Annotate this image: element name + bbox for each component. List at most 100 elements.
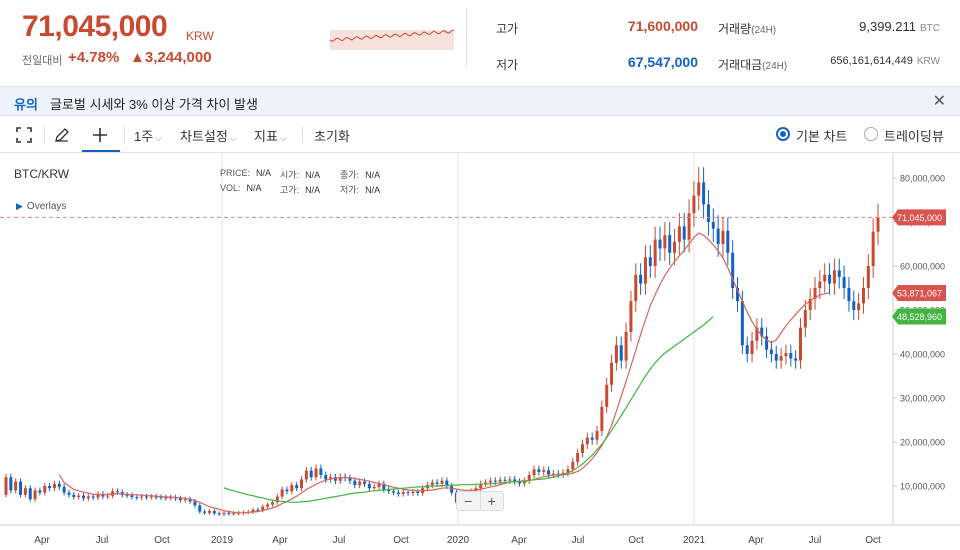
sparkline — [330, 29, 454, 50]
amount-label-text: 거래대금 — [718, 58, 763, 72]
candle-body — [217, 513, 221, 515]
candle-body — [769, 349, 773, 354]
indicators-menu[interactable]: 지표 ⌵ — [254, 126, 287, 145]
candle-body — [256, 509, 260, 511]
candle-body — [212, 511, 216, 514]
candle-body — [232, 513, 236, 515]
candle-body — [169, 497, 173, 499]
candle-body — [634, 274, 638, 302]
candle-body — [852, 301, 856, 310]
candle-body — [755, 327, 759, 341]
candle-body — [144, 496, 148, 498]
ma-slow-tag: 48,528,960 — [897, 312, 942, 322]
reset-button[interactable]: 초기화 — [314, 129, 350, 144]
zoom-controls: − + — [456, 491, 504, 511]
chart-toolbar: 1주 ⌵ 차트설정 ⌵ 지표 ⌵ 초기화 기본 차트 트레이딩뷰 — [0, 117, 960, 153]
tradingview-radio[interactable] — [864, 127, 878, 141]
pencil-icon[interactable] — [52, 125, 72, 145]
toolbar-divider — [302, 127, 303, 143]
info-open: 시가: N/A — [280, 168, 320, 181]
change-amount: ▲3,244,000 — [130, 49, 212, 66]
candle-body — [19, 481, 23, 495]
current-price-tag-bg — [892, 209, 946, 226]
candle-body — [304, 470, 308, 480]
x-tick-label: 2021 — [683, 535, 706, 546]
basic-chart-label[interactable]: 기본 차트 — [796, 129, 848, 144]
chart-canvas[interactable]: 10,000,000 20,000,000 30,000,000 40,000,000… — [0, 153, 960, 550]
candle-body — [164, 497, 168, 499]
candle-body — [203, 511, 207, 513]
candle-body — [193, 501, 197, 506]
candle-body — [784, 353, 788, 357]
candle-body — [503, 479, 507, 481]
zoom-out-button[interactable]: − — [464, 493, 473, 509]
candle-body — [106, 495, 110, 497]
interval-select[interactable]: 1주 ⌵ — [134, 126, 162, 145]
overlays-label: Overlays — [26, 201, 67, 212]
close-icon[interactable]: ✕ — [932, 93, 946, 110]
info-vol: VOL: N/A — [220, 183, 262, 193]
indicators-label: 지표 — [254, 129, 278, 144]
candle-body — [38, 490, 42, 493]
candle-body — [300, 479, 304, 489]
volume-number: 9,399.211 — [859, 19, 916, 34]
candle-body — [430, 482, 434, 486]
candle-body — [513, 479, 517, 482]
fullscreen-icon[interactable] — [14, 125, 34, 145]
candle-body — [658, 239, 662, 249]
x-tick-label: Oct — [628, 535, 644, 546]
ma-slow-line — [223, 316, 714, 503]
volume-label: 거래량(24H) — [718, 20, 776, 37]
candle-body — [813, 288, 817, 299]
x-tick-label: 2019 — [211, 535, 234, 546]
candle-body — [702, 182, 706, 205]
candle-body — [663, 235, 667, 249]
candle-body — [9, 477, 13, 491]
candle-body — [382, 483, 386, 490]
candle-body — [765, 336, 769, 350]
candle-body — [576, 453, 580, 462]
volume-value: 9,399.211 BTC — [790, 19, 940, 34]
x-tick-label: Apr — [511, 535, 527, 546]
x-tick-label: Jul — [809, 535, 822, 546]
candle-body — [798, 327, 802, 361]
x-tick-label: Jul — [96, 535, 109, 546]
amount-label: 거래대금(24H) — [718, 56, 787, 73]
candle-body — [154, 496, 158, 498]
price-chart[interactable]: 10,000,000 20,000,000 30,000,000 40,000,000… — [0, 153, 960, 550]
basic-chart-radio[interactable] — [776, 127, 790, 141]
candle-body — [140, 496, 144, 498]
candle-body — [871, 231, 875, 266]
candle-body — [28, 488, 32, 500]
candle-body — [285, 489, 289, 492]
candle-body — [43, 486, 47, 493]
candle-body — [183, 499, 187, 501]
candle-body — [62, 486, 66, 493]
chart-settings-menu[interactable]: 차트설정 ⌵ — [180, 126, 237, 145]
candle-body — [711, 222, 715, 229]
candle-body — [643, 257, 647, 284]
y-tick-label: 10,000,000 — [900, 482, 945, 492]
candle-body — [353, 480, 357, 486]
candle-body — [706, 204, 710, 222]
zoom-in-button[interactable]: + — [479, 492, 504, 510]
candle-body — [67, 492, 71, 495]
overlays-toggle[interactable]: ▶ Overlays — [16, 201, 66, 212]
change-label: 전일대비 — [22, 55, 63, 67]
low-value: 67,547,000 — [627, 54, 698, 70]
chevron-down-icon: ⌵ — [229, 133, 237, 143]
info-open-value: N/A — [305, 170, 321, 180]
candle-body — [207, 511, 211, 513]
candle-body — [760, 327, 764, 337]
ma-fast-tag-bg — [892, 284, 946, 301]
candle-body — [135, 497, 139, 498]
chart-symbol: BTC/KRW — [14, 167, 70, 181]
candle-body — [808, 299, 812, 310]
candle-body — [721, 230, 725, 244]
crosshair-icon[interactable] — [90, 125, 110, 145]
y-tick-label: 60,000,000 — [900, 262, 945, 272]
candle-body — [372, 486, 376, 489]
x-tick-label: 2020 — [447, 535, 470, 546]
candle-body — [484, 482, 488, 484]
tradingview-label[interactable]: 트레이딩뷰 — [884, 129, 944, 144]
